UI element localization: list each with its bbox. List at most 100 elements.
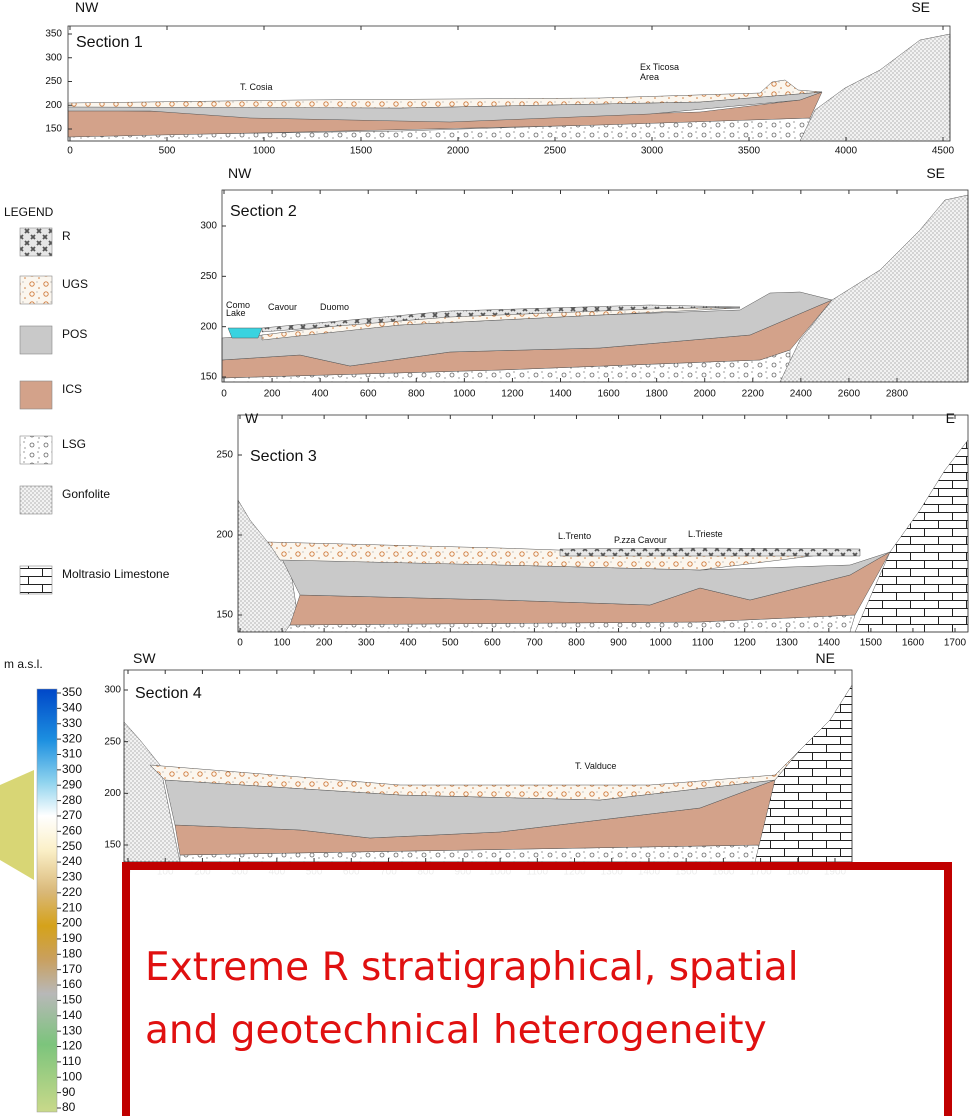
place-label: Lake — [226, 308, 246, 318]
y-tick-label: 150 — [200, 372, 217, 383]
orientation-label: NE — [816, 650, 835, 666]
x-tick-label: 1700 — [944, 638, 967, 649]
x-tick-label: 300 — [358, 638, 375, 649]
layer-lime — [755, 685, 852, 862]
x-tick-label: 1400 — [818, 638, 841, 649]
colorbar-label: 300 — [62, 762, 82, 776]
colorbar-label: 210 — [62, 900, 82, 914]
x-tick-label: 2200 — [742, 389, 765, 400]
x-tick-label: 4000 — [835, 146, 858, 157]
x-tick-label: 800 — [408, 389, 425, 400]
y-tick-label: 250 — [216, 450, 233, 461]
colorbar-label: 120 — [62, 1039, 82, 1053]
x-tick-label: 500 — [442, 638, 459, 649]
legend-label: R — [62, 229, 71, 243]
x-tick-label: 600 — [484, 638, 501, 649]
layer-lime — [855, 440, 968, 632]
x-tick-label: 1500 — [350, 146, 373, 157]
colorbar-label: 160 — [62, 977, 82, 991]
y-tick-label: 200 — [200, 321, 217, 332]
layer-gon — [780, 195, 968, 382]
x-tick-label: 800 — [568, 638, 585, 649]
section-title: Section 1 — [76, 34, 143, 51]
colorbar-label: 330 — [62, 716, 82, 730]
x-tick-label: 600 — [360, 389, 377, 400]
x-tick-label: 1000 — [649, 638, 672, 649]
x-tick-label: 1000 — [253, 146, 276, 157]
y-tick-label: 350 — [45, 29, 62, 40]
section-title: Section 3 — [250, 448, 317, 465]
place-label: P.zza Cavour — [614, 535, 667, 545]
x-tick-label: 100 — [274, 638, 291, 649]
colorbar-label: 240 — [62, 854, 82, 868]
x-tick-label: 2000 — [447, 146, 470, 157]
legend-swatch — [20, 436, 52, 464]
slide: Section 1NWSE050010001500200025003000350… — [0, 0, 971, 1116]
x-tick-label: 2600 — [838, 389, 861, 400]
x-tick-label: 900 — [610, 638, 627, 649]
colorbar-label: 230 — [62, 870, 82, 884]
x-tick-label: 1800 — [646, 389, 669, 400]
legend-swatch — [20, 276, 52, 304]
y-tick-label: 150 — [216, 610, 233, 621]
legend-label: Gonfolite — [62, 487, 110, 501]
colorbar-label: 260 — [62, 824, 82, 838]
legend-swatch — [20, 381, 52, 409]
x-tick-label: 2800 — [886, 389, 909, 400]
x-tick-label: 1200 — [734, 638, 757, 649]
legend-label: LSG — [62, 437, 86, 451]
x-tick-label: 500 — [159, 146, 176, 157]
colorbar-label: 180 — [62, 946, 82, 960]
x-tick-label: 2400 — [790, 389, 813, 400]
x-tick-label: 1400 — [549, 389, 572, 400]
x-tick-label: 1200 — [501, 389, 524, 400]
orientation-label: W — [245, 410, 259, 426]
place-label: Cavour — [268, 302, 297, 312]
orientation-label: SE — [911, 0, 930, 15]
colorbar-label: 110 — [62, 1054, 81, 1068]
colorbar-label: 80 — [62, 1100, 76, 1114]
orientation-label: E — [946, 410, 955, 426]
x-tick-label: 1600 — [597, 389, 620, 400]
colorbar-label: 90 — [62, 1085, 76, 1099]
y-tick-label: 300 — [200, 221, 217, 232]
x-tick-label: 2000 — [694, 389, 717, 400]
layer-lake — [228, 328, 262, 338]
x-tick-label: 1500 — [860, 638, 883, 649]
colorbar-bar — [37, 689, 57, 1112]
x-tick-label: 0 — [237, 638, 243, 649]
orientation-label: SW — [133, 650, 156, 666]
colorbar-label: 280 — [62, 793, 82, 807]
x-tick-label: 4500 — [932, 146, 955, 157]
legend-label: UGS — [62, 277, 88, 291]
x-tick-label: 1600 — [902, 638, 925, 649]
y-tick-label: 200 — [45, 100, 62, 111]
colorbar-label: 290 — [62, 777, 82, 791]
colorbar-label: 340 — [62, 701, 82, 715]
legend-swatch — [20, 486, 52, 514]
colorbar-label: 220 — [62, 885, 82, 899]
place-label: T. Valduce — [575, 761, 616, 771]
colorbar-label: 100 — [62, 1069, 82, 1083]
y-tick-label: 250 — [104, 736, 121, 747]
legend-label: Moltrasio Limestone — [62, 567, 170, 581]
colorbar-label: 190 — [62, 931, 82, 945]
x-tick-label: 2500 — [544, 146, 567, 157]
x-tick-label: 1300 — [776, 638, 799, 649]
x-tick-label: 200 — [264, 389, 281, 400]
place-label: T. Cosia — [240, 82, 273, 92]
legend-label: ICS — [62, 382, 82, 396]
y-tick-label: 250 — [45, 76, 62, 87]
colorbar-label: 170 — [62, 962, 82, 976]
colorbar-label: 270 — [62, 808, 82, 822]
legend-label: POS — [62, 327, 87, 341]
y-tick-label: 200 — [216, 530, 233, 541]
colorbar-label: 250 — [62, 839, 82, 853]
x-tick-label: 0 — [67, 146, 73, 157]
colorbar-label: 150 — [62, 993, 82, 1007]
colorbar-label: 140 — [62, 1008, 82, 1022]
